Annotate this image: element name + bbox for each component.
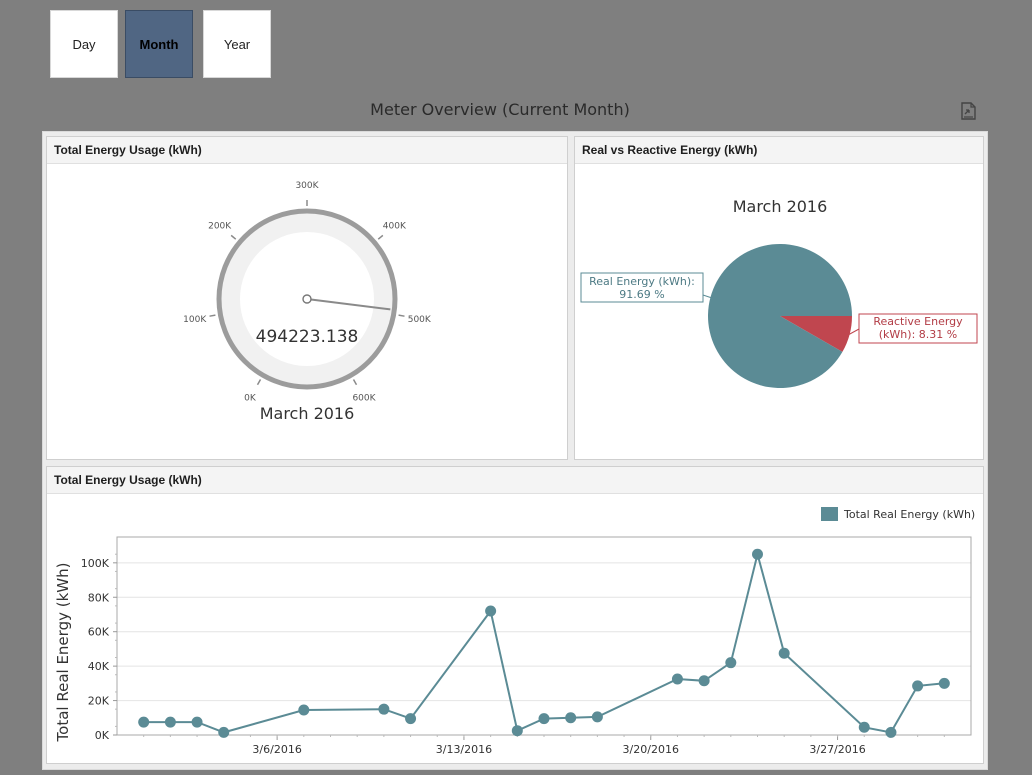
day-button[interactable]: Day (50, 10, 118, 78)
export-document-icon[interactable] (961, 102, 976, 120)
gauge-tick-mark (377, 234, 384, 240)
real-energy-leader (702, 294, 713, 299)
gauge-panel: Total Energy Usage (kWh) 0K 100K 200K 300K 4… (46, 136, 568, 460)
data-point[interactable] (885, 726, 897, 738)
data-point[interactable] (912, 680, 924, 692)
y-tick-label: 0K (95, 729, 110, 742)
data-point[interactable] (511, 725, 523, 737)
data-point[interactable] (164, 716, 176, 728)
y-tick-label: 60K (88, 626, 110, 639)
reactive-energy-label-box (858, 313, 978, 344)
gauge-tick-label: 100K (183, 315, 207, 325)
y-tick-label: 80K (88, 591, 110, 604)
reactive-energy-label-line2: (kWh): 8.31 % (879, 328, 957, 341)
gauge-tick-mark (230, 234, 237, 240)
x-tick-label: 3/20/2016 (623, 743, 679, 756)
data-point[interactable] (378, 703, 390, 715)
data-point[interactable] (752, 548, 763, 560)
y-axis-title: Total Real Energy (kWh) (54, 563, 72, 743)
y-tick-label: 100K (81, 557, 110, 570)
gauge-value: 494223.138 (256, 327, 359, 347)
reactive-energy-leader (847, 328, 860, 336)
data-point[interactable] (858, 721, 870, 733)
line-panel-header: Total Energy Usage (kWh) (47, 467, 983, 494)
x-tick-label: 3/13/2016 (436, 743, 492, 756)
data-point[interactable] (298, 704, 310, 716)
x-tick-label: 3/27/2016 (809, 743, 865, 756)
plot-area (116, 536, 972, 736)
y-tick-label: 40K (88, 660, 110, 673)
pie-panel-header: Real vs Reactive Energy (kWh) (575, 137, 983, 164)
reactive-energy-label-line1: Reactive Energy (873, 315, 963, 328)
gauge-tick-label: 0K (244, 394, 257, 404)
real-energy-label-line1: Real Energy (kWh): (589, 275, 695, 288)
gauge-chart: 0K 100K 200K 300K 400K 500K 600K 494223.138 Ma… (183, 181, 432, 423)
data-point[interactable] (405, 713, 417, 725)
data-point[interactable] (591, 711, 603, 723)
line-chart: Total Real Energy (kWh) Total Real Energ… (54, 507, 975, 756)
year-button[interactable]: Year (203, 10, 271, 78)
x-tick-label: 3/6/2016 (252, 743, 301, 756)
gauge-tick-label: 400K (383, 222, 407, 232)
gauge-tick-label: 500K (408, 315, 432, 325)
gauge-pivot (302, 294, 312, 304)
y-tick-label: 20K (88, 695, 110, 708)
legend-swatch (821, 507, 838, 521)
gauge-tick-mark (256, 379, 262, 386)
line-panel: Total Energy Usage (kWh) Total Real Ener… (46, 466, 984, 764)
page-title: Meter Overview (Current Month) (370, 100, 630, 119)
series-line (143, 553, 945, 734)
gauge-tick-label: 300K (295, 181, 319, 191)
gauge-tick-mark (352, 379, 358, 386)
gauge-tick-mark (209, 314, 216, 317)
data-point[interactable] (138, 716, 150, 728)
real-energy-label-box (580, 272, 704, 303)
data-point[interactable] (191, 716, 203, 728)
pie-panel: Real vs Reactive Energy (kWh) March 2016… (574, 136, 984, 460)
gauge-caption: March 2016 (260, 404, 355, 423)
data-point[interactable] (725, 657, 737, 669)
pie-slice-reactive-energy[interactable] (780, 316, 852, 352)
gauge-panel-header: Total Energy Usage (kWh) (47, 137, 567, 164)
data-point[interactable] (218, 726, 230, 738)
data-point[interactable] (778, 647, 790, 659)
data-point[interactable] (485, 605, 497, 617)
gauge-tick-label: 200K (208, 222, 232, 232)
data-point[interactable] (938, 677, 950, 689)
legend-label: Total Real Energy (kWh) (843, 508, 975, 521)
data-point[interactable] (671, 673, 683, 685)
pie-title: March 2016 (733, 197, 828, 216)
pie-slice-real-energy[interactable] (708, 243, 852, 389)
data-point[interactable] (538, 713, 550, 725)
dashboard-container: Total Energy Usage (kWh) 0K 100K 200K 300K 4… (42, 131, 988, 770)
data-point[interactable] (698, 675, 710, 687)
pie-chart: March 2016 Real Energy (kWh): 91.69 % Re… (580, 197, 978, 389)
month-button[interactable]: Month (125, 10, 193, 78)
gauge-needle (306, 298, 391, 311)
gauge-tick-mark (398, 314, 405, 317)
real-energy-label-line2: 91.69 % (619, 288, 664, 301)
data-point[interactable] (565, 712, 577, 724)
gauge-tick-label: 600K (352, 394, 376, 404)
